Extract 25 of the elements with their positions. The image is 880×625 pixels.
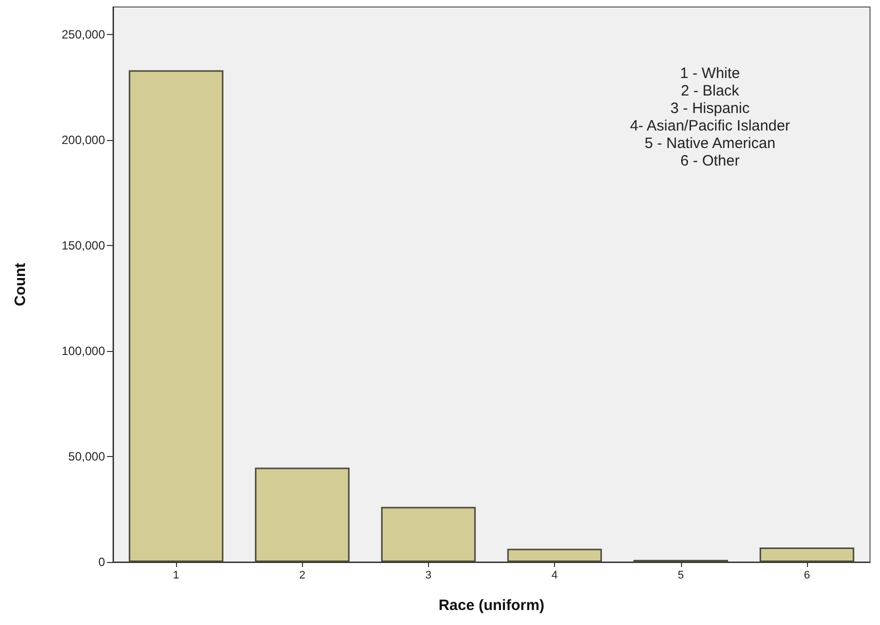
bar — [128, 70, 224, 562]
bar — [254, 468, 350, 562]
annotation: 1 - White — [680, 65, 740, 82]
x-axis-title: Race (uniform) — [438, 597, 544, 614]
bar — [381, 506, 476, 562]
y-axis-title: Count — [12, 262, 29, 306]
x-tick-label: 1 — [173, 570, 180, 582]
x-tick-label: 3 — [425, 570, 432, 582]
x-tick-label: 2 — [299, 570, 306, 582]
annotation: 4- Asian/Pacific Islander — [630, 118, 790, 134]
y-tick-label: 100,000 — [62, 344, 106, 358]
annotation: 2 - Black — [680, 82, 740, 100]
x-tick-label: 4 — [552, 570, 558, 582]
bar — [507, 548, 602, 562]
x-tick-label: 6 — [804, 570, 810, 582]
bar — [760, 547, 854, 562]
y-tick-label: 0 — [98, 555, 106, 569]
annotation: 5 - Native American — [644, 135, 776, 152]
annotation: 6 - Other — [680, 152, 740, 170]
y-tick-label: 250,000 — [62, 27, 106, 42]
annotation: 3 - Hispanic — [670, 100, 750, 117]
y-tick-label: 50,000 — [68, 449, 106, 464]
x-tick-label: 5 — [678, 570, 684, 582]
y-tick-label: 150,000 — [62, 238, 106, 252]
y-tick-label: 200,000 — [62, 132, 106, 147]
